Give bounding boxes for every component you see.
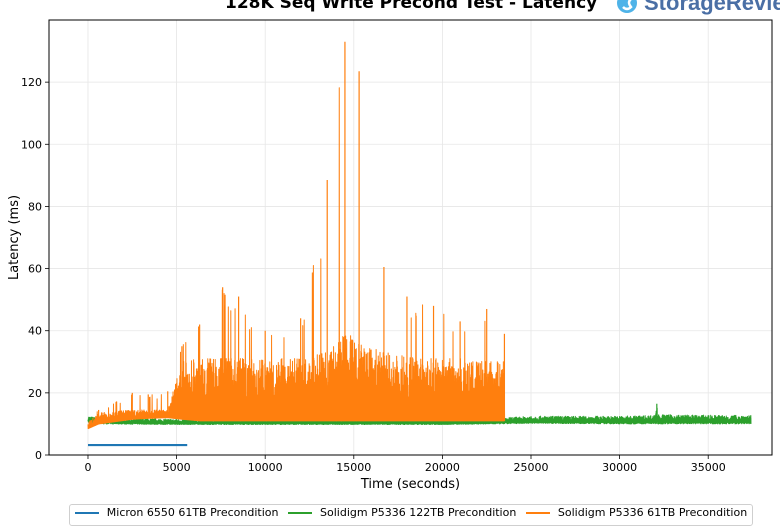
y-tick-label: 120 bbox=[21, 76, 42, 89]
x-axis-label: Time (seconds) bbox=[360, 477, 460, 492]
x-tick-label: 10000 bbox=[248, 461, 283, 474]
series-solidigm-p5336-122tb-line bbox=[87, 407, 752, 426]
legend-swatch bbox=[74, 511, 99, 514]
legend-swatch bbox=[288, 511, 313, 514]
y-tick-label: 100 bbox=[21, 138, 42, 151]
x-tick-label: 0 bbox=[84, 461, 91, 474]
legend-label: Solidigm P5336 122TB Precondition bbox=[320, 506, 517, 519]
y-tick-label: 40 bbox=[28, 325, 42, 338]
plot-frame bbox=[48, 19, 773, 456]
legend-entry: Solidigm P5336 61TB Precondition bbox=[525, 506, 748, 519]
series-layer bbox=[87, 41, 752, 447]
chart-legend: Micron 6550 61TB Precondition Solidigm P5… bbox=[69, 504, 753, 526]
legend-entry: Solidigm P5336 122TB Precondition bbox=[288, 506, 516, 519]
storagereview-logo-icon bbox=[617, 0, 637, 13]
y-tick-label: 0 bbox=[35, 449, 42, 462]
x-tick-label: 5000 bbox=[163, 461, 191, 474]
legend-label: Micron 6550 61TB Precondition bbox=[106, 506, 279, 519]
y-tick-label: 60 bbox=[28, 263, 42, 276]
x-tick-label: 25000 bbox=[514, 461, 549, 474]
legend-entry: Micron 6550 61TB Precondition bbox=[74, 506, 279, 519]
series-solidigm-p5336-61tb-line bbox=[87, 87, 506, 430]
brand-logo: StorageReview bbox=[616, 0, 780, 16]
x-tick-label: 20000 bbox=[425, 461, 460, 474]
y-tick-label: 20 bbox=[28, 387, 42, 400]
logo-text: StorageReview bbox=[644, 0, 780, 15]
y-tick-label: 80 bbox=[28, 200, 42, 213]
legend-swatch bbox=[525, 511, 550, 514]
tick-layer: 0 5000 10000 15000 20000 25000 30000 35000 0 20 40… bbox=[21, 76, 726, 474]
x-tick-label: 15000 bbox=[336, 461, 371, 474]
chart-title: 128K Seq Write Precond Test - Latency bbox=[225, 0, 598, 13]
y-axis-label: Latency (ms) bbox=[7, 195, 22, 280]
x-tick-label: 35000 bbox=[691, 461, 726, 474]
legend-label: Solidigm P5336 61TB Precondition bbox=[557, 506, 748, 519]
x-tick-label: 30000 bbox=[602, 461, 637, 474]
